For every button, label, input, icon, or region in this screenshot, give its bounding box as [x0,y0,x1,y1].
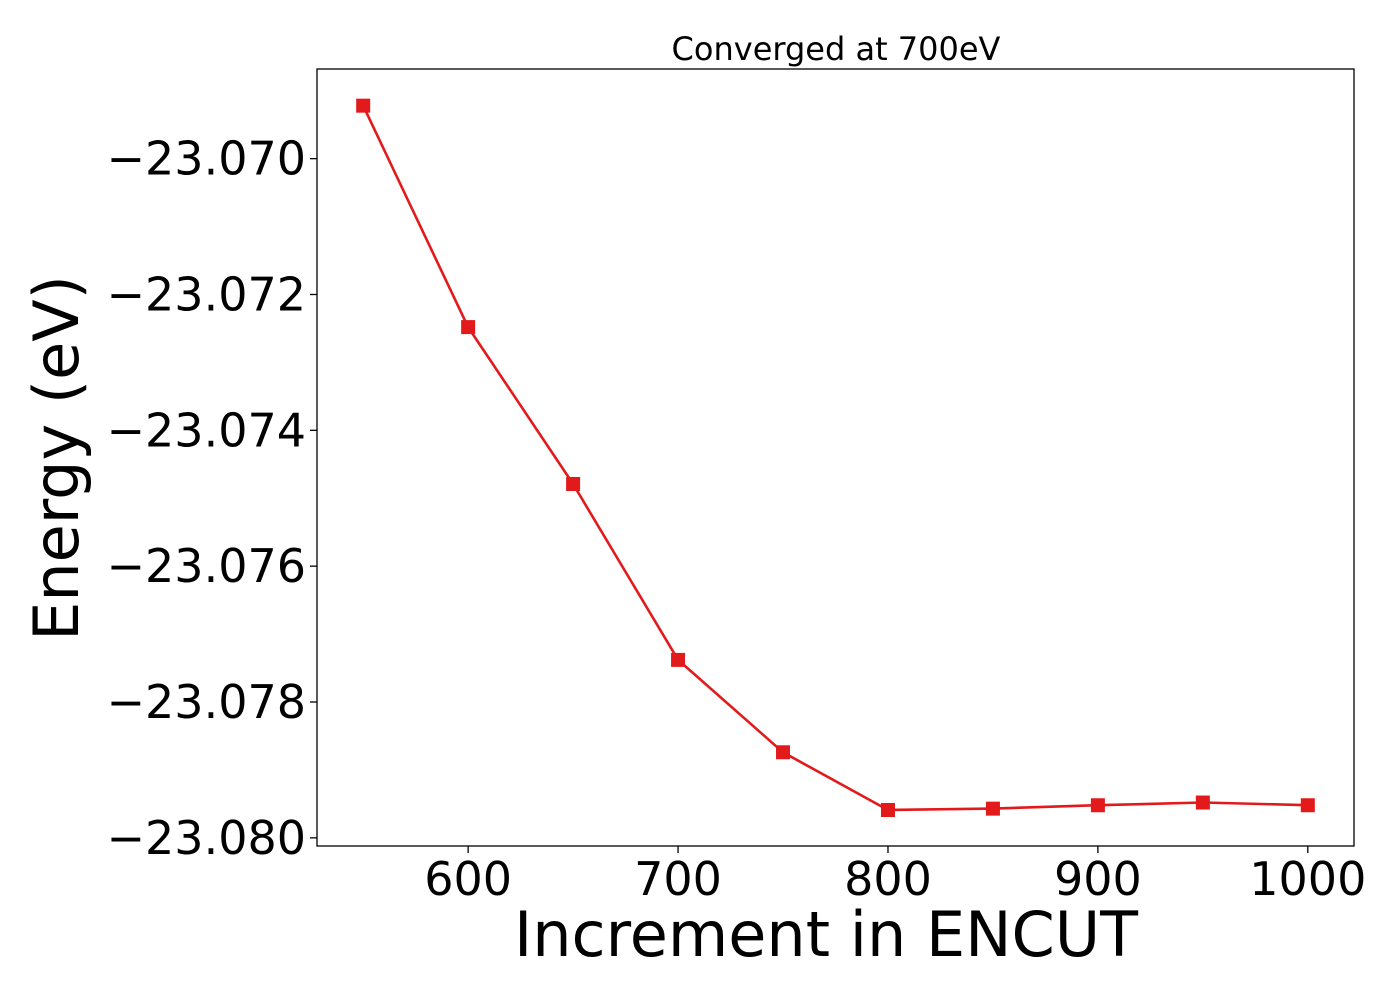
data-point-marker [985,801,1000,816]
x-tick-label: 700 [634,852,722,906]
data-point-marker [566,476,581,491]
x-tick-label: 900 [1054,852,1142,906]
y-tick-label: −23.076 [107,539,307,593]
y-axis: −23.070 −23.072 −23.074 −23.076 −23.078 −23.0… [107,132,317,865]
y-tick-label: −23.072 [107,267,307,321]
y-axis-label: Energy (eV) [20,275,93,641]
data-point-marker [776,745,791,760]
x-axis-label: Increment in ENCUT [514,898,1139,971]
data-point-marker [356,98,371,113]
y-tick-label: −23.074 [107,403,307,457]
y-tick-label: −23.070 [107,132,307,186]
plot-area-frame [316,68,1355,847]
data-point-marker [1195,795,1210,810]
y-tick-label: −23.080 [107,811,307,865]
x-axis: 600 700 800 900 1000 [424,846,1366,906]
data-point-marker [671,652,686,667]
series-line [362,105,1308,812]
series-layer [356,98,1315,818]
x-tick-label: 600 [424,852,512,906]
chart-title: Converged at 700eV [672,30,1001,68]
y-tick-label: −23.078 [107,675,307,729]
x-tick-label: 1000 [1249,852,1366,906]
data-point-marker [461,320,476,335]
data-point-marker [1090,798,1105,813]
x-tick-label: 800 [844,852,932,906]
data-point-marker [880,803,895,818]
data-point-marker [1300,798,1315,813]
